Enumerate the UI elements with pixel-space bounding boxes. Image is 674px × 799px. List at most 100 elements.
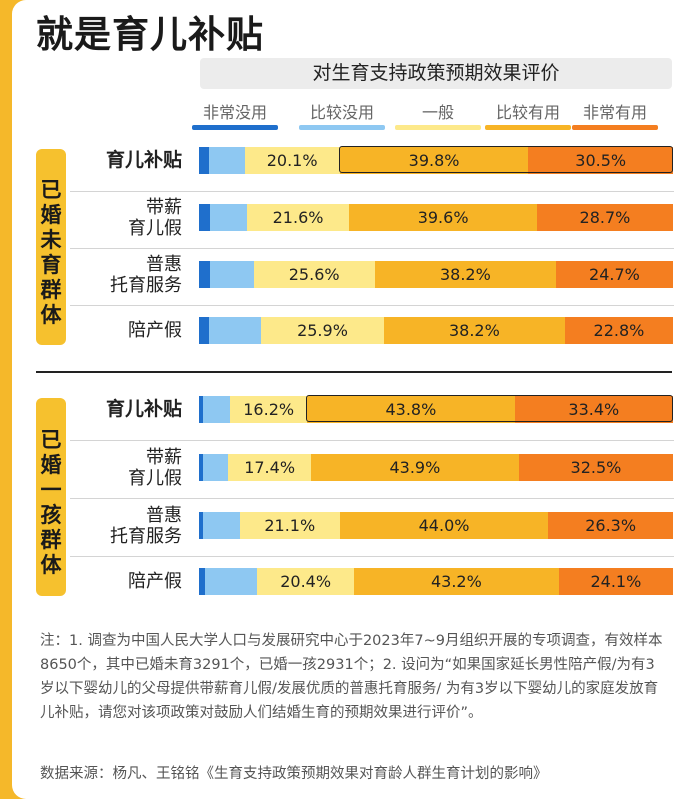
group-label: 已 婚 未 育 群 体: [40, 178, 62, 327]
bar-segment: [210, 261, 254, 288]
highlight-box: [338, 146, 673, 173]
bar-segment: [257, 568, 354, 595]
bar-segment: [209, 317, 262, 344]
legend-label: 非常没用: [202, 103, 267, 122]
data-label: 39.8%: [408, 151, 460, 170]
bar-segment: [374, 261, 556, 288]
data-label: 24.1%: [590, 572, 642, 591]
legend-swatch: [395, 125, 481, 130]
bar-segment: [548, 512, 673, 539]
legend-swatch: [299, 125, 385, 130]
row-separator: [70, 248, 674, 249]
bar-segment: [536, 204, 673, 231]
page-title: 就是育儿补贴: [36, 13, 264, 56]
data-label: 38.2%: [439, 265, 491, 284]
data-label: 21.1%: [264, 516, 316, 535]
stacked-bar: 21.6% 39.6% 28.7%: [199, 204, 673, 231]
stacked-bar: 25.9% 38.2% 22.8%: [199, 317, 673, 344]
group-divider: [36, 371, 672, 373]
bar-segment: [199, 396, 204, 423]
data-label: 43.2%: [430, 572, 482, 591]
row-label: 普惠 托育服务: [110, 253, 182, 296]
bar-segment: [339, 512, 549, 539]
bar-segment: [564, 317, 673, 344]
data-source: 数据来源：杨凡、王铭铭《生育支持政策预期效果对育龄人群生育计划的影响》: [40, 766, 548, 782]
data-label: 43.9%: [389, 458, 441, 477]
infographic-card: 就是育儿补贴 对生育支持政策预期效果评价 非常没用 比较没用 一般 比较有用 非常有用 …: [12, 0, 674, 799]
bar-segment: [203, 512, 240, 539]
row-label: 带薪 育儿假: [128, 446, 182, 489]
bar-segment: [339, 147, 529, 174]
bar-segment: [383, 317, 565, 344]
stacked-bar: 16.2% 43.8% 33.4%: [199, 395, 673, 423]
stacked-bar: 25.6% 38.2% 24.7%: [199, 261, 673, 288]
footnote: 注：1. 调查为中国人民大学人口与发展研究中心于2023年7~9月组织开展的专项…: [40, 633, 663, 721]
row-label: 育儿补贴: [105, 398, 182, 420]
row-label: 带薪 育儿假: [128, 196, 182, 239]
bar-segment: [209, 204, 247, 231]
bar-segment: [199, 147, 209, 174]
bar-segment: [199, 568, 205, 595]
bar-segment: [246, 204, 350, 231]
bar-segment: [199, 454, 203, 481]
stacked-bar: 17.4% 43.9% 32.5%: [199, 454, 673, 481]
row-separator: [70, 191, 674, 192]
bar-segment: [253, 261, 375, 288]
bar-segment: [204, 568, 258, 595]
stacked-bar: 20.4% 43.2% 24.1%: [199, 568, 673, 595]
bar-segment: [244, 147, 340, 174]
group-box: [36, 149, 66, 345]
legend-item: 非常有用: [572, 103, 658, 130]
highlight-box: [306, 395, 673, 422]
bar-segment: [199, 261, 211, 288]
data-label: 39.6%: [417, 208, 469, 227]
row-label: 陪产假: [128, 320, 182, 341]
bar-segment: [349, 204, 537, 231]
data-label: 33.4%: [568, 400, 620, 419]
row-separator: [70, 305, 674, 306]
data-label: 21.6%: [272, 208, 324, 227]
bar-segment: [228, 454, 311, 481]
bar-segment: [199, 204, 210, 231]
legend-item: 比较没用: [299, 103, 385, 130]
legend-swatch: [572, 125, 658, 130]
bar-segment: [261, 317, 384, 344]
bar-segment: [199, 512, 204, 539]
group-box: [36, 398, 66, 596]
legend-label: 比较有用: [495, 103, 560, 122]
stacked-bar: 20.1% 39.8% 30.5%: [199, 146, 673, 174]
legend-item: 比较有用: [485, 103, 571, 130]
bar-segment: [353, 568, 559, 595]
data-label: 32.5%: [570, 458, 622, 477]
data-label: 25.6%: [288, 265, 340, 284]
data-label: 24.7%: [589, 265, 640, 284]
legend-swatch: [485, 125, 571, 130]
chart-subtitle: 对生育支持政策预期效果评价: [200, 58, 672, 89]
legend-item: 一般: [395, 103, 481, 130]
data-label: 43.8%: [385, 400, 437, 419]
bar-segment: [239, 512, 340, 539]
data-label: 25.9%: [297, 321, 348, 340]
bar-segment: [514, 396, 673, 423]
row-label: 陪产假: [128, 571, 182, 592]
data-label: 26.3%: [585, 516, 637, 535]
bar-segment: [518, 454, 673, 481]
row-separator: [70, 556, 674, 557]
bar-segment: [307, 396, 515, 423]
legend-label: 非常有用: [582, 103, 647, 122]
bar-segment: [199, 317, 210, 344]
row-label: 育儿补贴: [105, 149, 182, 171]
data-label: 44.0%: [418, 516, 470, 535]
data-label: 30.5%: [575, 151, 627, 170]
data-label: 28.7%: [579, 208, 631, 227]
data-label: 20.1%: [266, 151, 318, 170]
data-label: 38.2%: [448, 321, 500, 340]
bar-segment: [230, 396, 308, 423]
legend-swatch: [192, 125, 278, 130]
bar-segment: [555, 261, 673, 288]
data-label: 20.4%: [280, 572, 332, 591]
bar-segment: [208, 147, 245, 174]
bar-segment: [202, 454, 229, 481]
bar-segment: [203, 396, 231, 423]
bar-segment: [558, 568, 673, 595]
